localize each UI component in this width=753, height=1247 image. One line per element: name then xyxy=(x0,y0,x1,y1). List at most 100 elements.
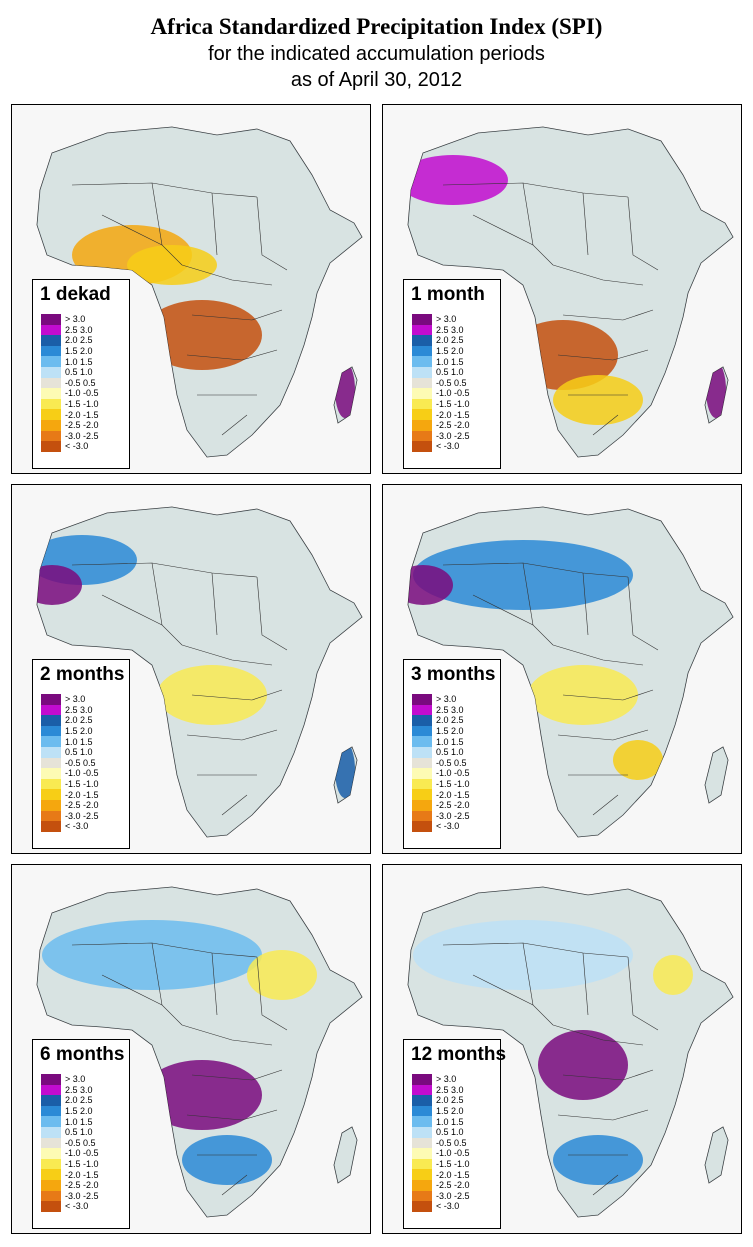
legend-swatch xyxy=(41,715,61,726)
legend-swatch xyxy=(412,789,432,800)
legend-label: > 3.0 xyxy=(436,314,457,325)
legend-row: 2.0 2.5 xyxy=(412,715,470,726)
legend-row: -1.5 -1.0 xyxy=(412,398,470,410)
legend-swatch xyxy=(412,1074,432,1085)
legend-label: 2.5 3.0 xyxy=(65,324,93,335)
legend-swatch xyxy=(412,1095,432,1106)
spi-anomaly-patch xyxy=(142,1060,262,1130)
legend-label: 2.5 3.0 xyxy=(436,1084,464,1095)
legend-row: -1.0 -0.5 xyxy=(41,388,99,399)
legend-row: -2.0 -1.5 xyxy=(412,1169,470,1180)
legend-row: 1.5 2.0 xyxy=(412,1105,470,1117)
legend-label: -0.5 0.5 xyxy=(436,757,467,768)
legend-row: 0.5 1.0 xyxy=(41,1126,99,1138)
spi-anomaly-patch xyxy=(42,920,262,990)
legend-label: -1.0 -0.5 xyxy=(436,768,470,779)
spi-anomaly-patch xyxy=(157,665,267,725)
legend-swatch xyxy=(412,345,432,357)
legend-label: 2.0 2.5 xyxy=(65,715,93,726)
legend-swatch xyxy=(412,366,432,378)
legend-row: > 3.0 xyxy=(412,694,470,705)
legend-label: 1.5 2.0 xyxy=(65,1106,93,1117)
legend-swatch xyxy=(412,398,432,410)
legend-swatch xyxy=(41,314,61,325)
country-border xyxy=(552,264,644,286)
country-border xyxy=(101,974,163,1006)
legend-label: 0.5 1.0 xyxy=(436,1127,464,1138)
legend-swatch xyxy=(412,324,432,336)
legend-row: 2.0 2.5 xyxy=(41,1095,99,1106)
legend-row: 1.5 2.0 xyxy=(41,725,99,737)
legend-label: -0.5 0.5 xyxy=(65,377,96,388)
legend-row: 2.0 2.5 xyxy=(412,1095,470,1106)
spi-legend: 2 months > 3.0 2.5 3.0 2.0 2.5 1.5 2.0 1.0 1.… xyxy=(32,659,130,849)
spi-anomaly-patch xyxy=(413,540,633,610)
legend-swatch xyxy=(41,1179,61,1191)
legend-label: -0.5 0.5 xyxy=(65,757,96,768)
legend-row: -1.0 -0.5 xyxy=(41,768,99,779)
legend-swatch xyxy=(412,704,432,716)
legend-row: 0.5 1.0 xyxy=(41,366,99,378)
legend-swatch xyxy=(41,736,61,747)
legend-swatch xyxy=(412,1179,432,1191)
country-border xyxy=(221,1174,248,1196)
legend-swatch xyxy=(41,388,61,399)
legend-row: 1.5 2.0 xyxy=(412,345,470,357)
spi-panel: 12 months > 3.0 2.5 3.0 2.0 2.5 1.5 2.0 1.0 1… xyxy=(382,864,742,1234)
legend-row: < -3.0 xyxy=(41,821,99,832)
legend-swatch xyxy=(412,409,432,420)
legend-label: -3.0 -2.5 xyxy=(436,430,470,441)
legend-label: > 3.0 xyxy=(65,314,86,325)
country-border xyxy=(442,942,629,958)
country-border xyxy=(211,952,218,1016)
spi-panel: 1 dekad > 3.0 2.5 3.0 2.0 2.5 1.5 2.0 1.0 1.5… xyxy=(11,104,371,474)
legend-swatch xyxy=(412,821,432,832)
legend-swatch xyxy=(41,441,61,452)
panel-period-label: 6 months xyxy=(40,1044,125,1065)
country-border xyxy=(582,192,589,256)
legend-label: 2.5 3.0 xyxy=(436,704,464,715)
legend-row: -3.0 -2.5 xyxy=(41,810,99,822)
legend-label: 1.0 1.5 xyxy=(65,736,93,747)
legend-swatch xyxy=(412,1084,432,1096)
legend-label: 2.5 3.0 xyxy=(65,1084,93,1095)
spi-anomaly-patch xyxy=(528,665,638,725)
country-border xyxy=(627,956,659,1031)
country-border xyxy=(627,576,659,651)
legend-swatch xyxy=(41,1074,61,1085)
spi-legend: 1 month > 3.0 2.5 3.0 2.0 2.5 1.5 2.0 1.0 1.5… xyxy=(403,279,501,469)
legend-swatch xyxy=(41,810,61,822)
legend-row: 1.5 2.0 xyxy=(41,1105,99,1117)
country-border xyxy=(101,594,163,626)
legend-swatch xyxy=(412,441,432,452)
legend-row: 1.0 1.5 xyxy=(41,736,99,747)
legend-row: -0.5 0.5 xyxy=(412,377,470,389)
legend-swatch xyxy=(412,1148,432,1159)
country-border xyxy=(71,182,258,198)
legend-label: < -3.0 xyxy=(436,441,460,452)
legend-swatch xyxy=(412,430,432,442)
africa-map xyxy=(36,126,363,458)
legend-row: -2.0 -1.5 xyxy=(412,789,470,800)
country-border xyxy=(211,572,218,636)
legend-swatch xyxy=(412,1169,432,1180)
country-border xyxy=(191,309,283,321)
legend-row: 1.5 2.0 xyxy=(412,725,470,737)
madagascar-landmass xyxy=(704,746,729,804)
legend-row: -2.5 -2.0 xyxy=(412,1179,470,1191)
legend-swatch xyxy=(412,1126,432,1138)
legend-swatch xyxy=(41,419,61,431)
legend-label: -2.0 -1.5 xyxy=(65,789,99,800)
legend-label: -2.5 -2.0 xyxy=(436,1180,470,1191)
spi-anomaly-patch xyxy=(335,742,355,798)
legend-label: -1.5 -1.0 xyxy=(65,399,99,410)
legend-label: 2.0 2.5 xyxy=(65,335,93,346)
legend-label: -1.5 -1.0 xyxy=(436,399,470,410)
country-border xyxy=(181,644,273,666)
country-border xyxy=(256,196,288,271)
country-border xyxy=(627,196,659,271)
legend-row: -2.5 -2.0 xyxy=(412,419,470,431)
legend-row: 2.5 3.0 xyxy=(412,324,470,336)
country-border xyxy=(562,309,654,321)
country-border xyxy=(557,1109,649,1121)
